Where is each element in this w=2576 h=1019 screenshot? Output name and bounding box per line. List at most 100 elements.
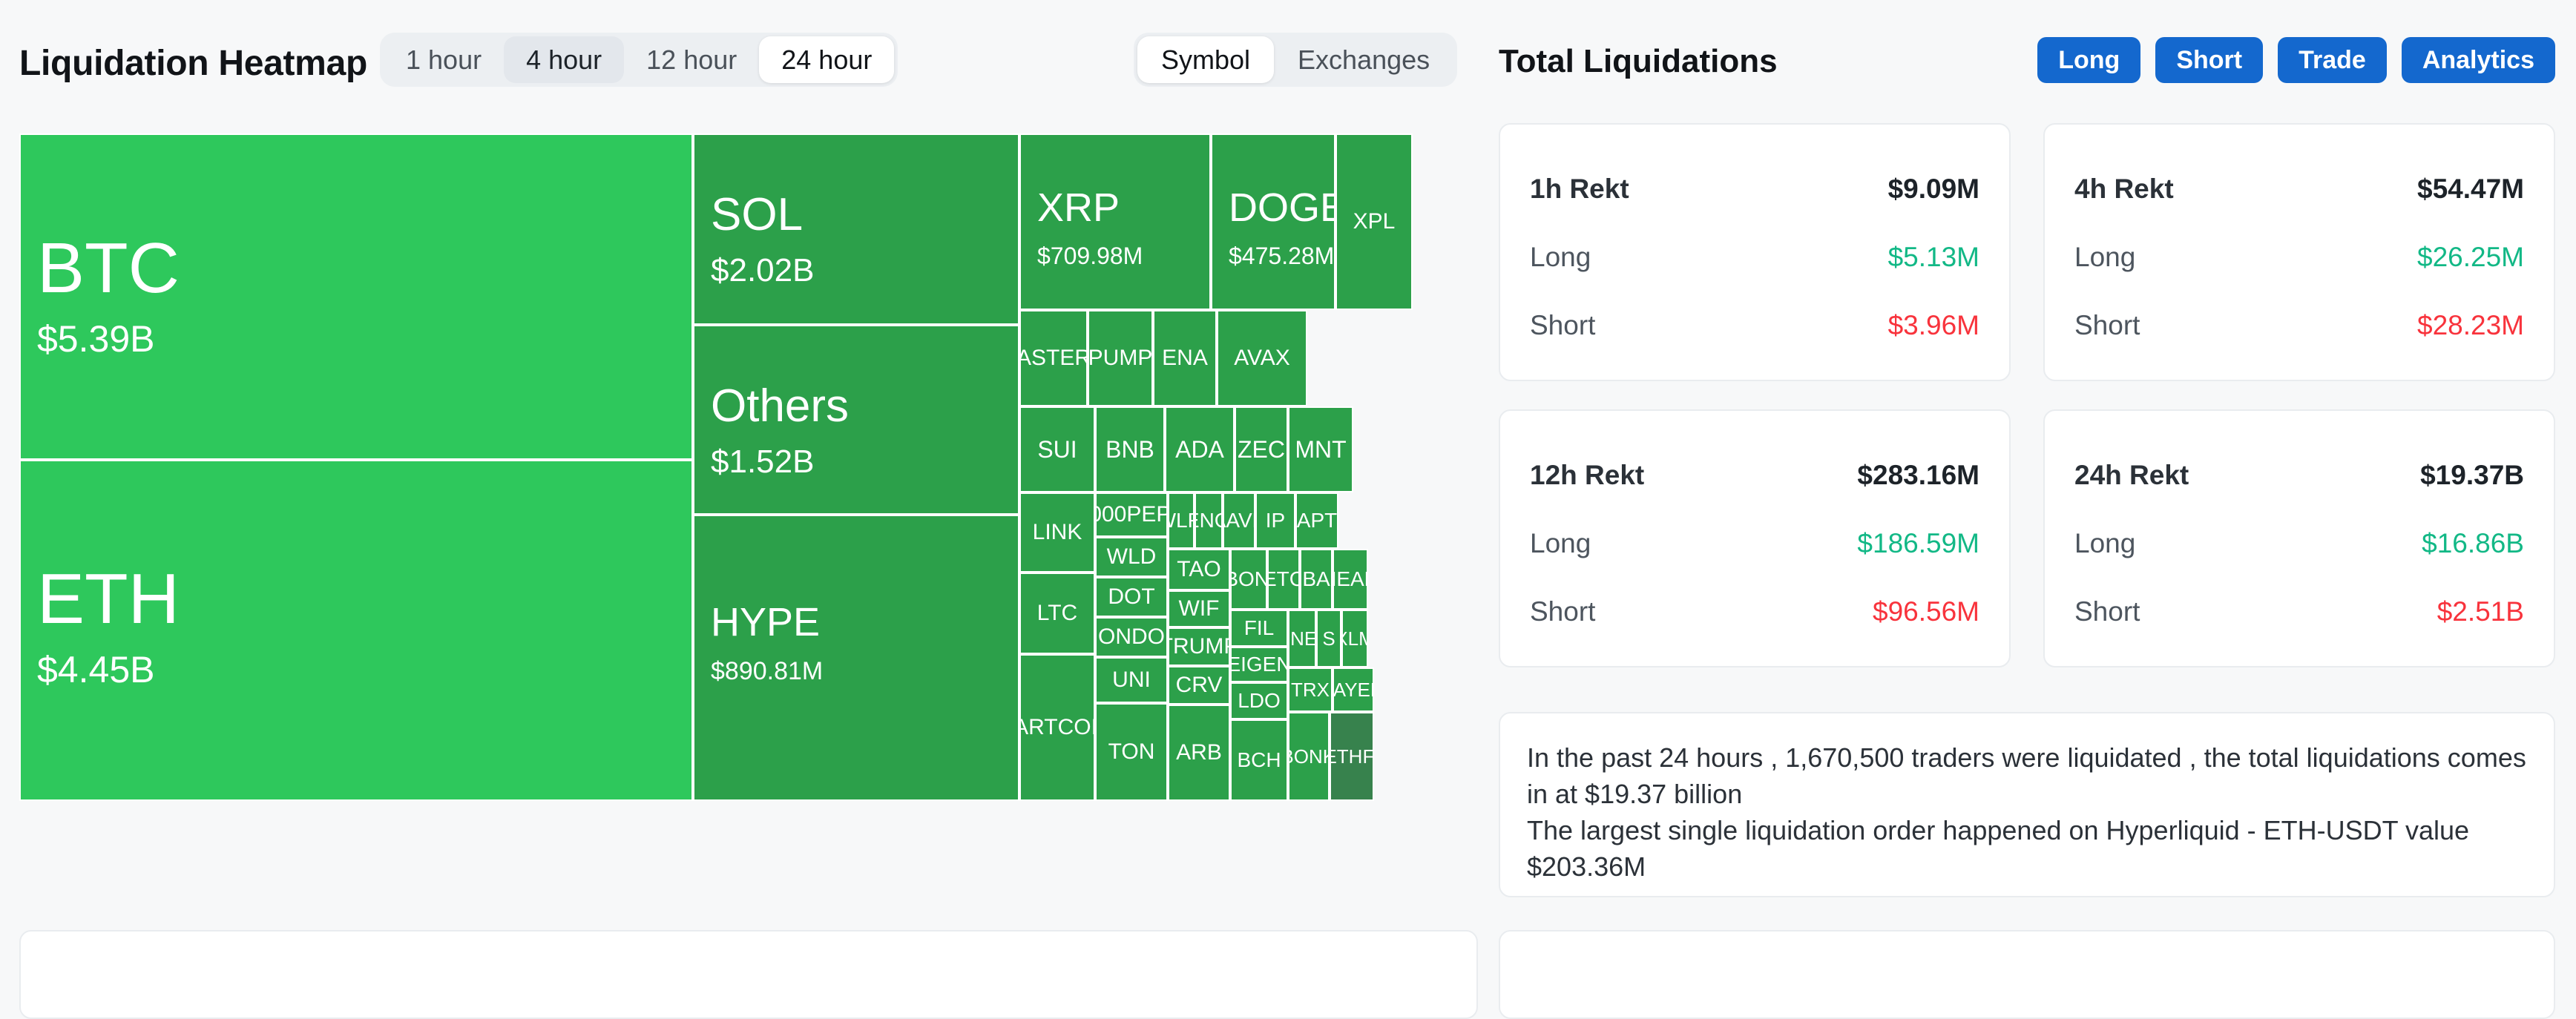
treemap-tile-symbol: LAYER <box>1333 679 1373 701</box>
treemap-tile-zec[interactable]: ZEC <box>1235 406 1288 492</box>
treemap-tile-linea[interactable]: LINEA <box>1288 610 1316 667</box>
stat-card-total: $283.16M <box>1857 460 1979 490</box>
summary-line-2: The largest single liquidation order hap… <box>1527 814 2470 882</box>
timeframe-button-12-hour[interactable]: 12 hour <box>624 36 759 83</box>
timeframe-button-1-hour[interactable]: 1 hour <box>384 36 504 83</box>
treemap-tile-dot[interactable]: DOT <box>1095 577 1168 617</box>
treemap-tile-pump[interactable]: PUMP <box>1088 310 1153 406</box>
treemap-tile-link[interactable]: LINK <box>1019 492 1095 573</box>
total-liquidations-title: Total Liquidations <box>1499 43 1778 79</box>
stat-row: Short $28.23M <box>2074 310 2524 341</box>
timeframe-button-4-hour[interactable]: 4 hour <box>504 36 625 83</box>
treemap-tile-trx[interactable]: TRX <box>1288 667 1333 712</box>
treemap-tile-hbar[interactable]: HBAR <box>1300 549 1333 610</box>
treemap-tile-ondo[interactable]: ONDO <box>1095 617 1168 657</box>
stat-short-value: $28.23M <box>2417 310 2524 340</box>
treemap-tile-etc[interactable]: ETC <box>1267 549 1300 610</box>
treemap-tile-symbol: UNI <box>1112 667 1151 692</box>
treemap-tile-trump[interactable]: TRUMP <box>1168 627 1230 666</box>
treemap-tile-s[interactable]: S <box>1316 610 1341 667</box>
page-header: Liquidation Heatmap 1 hour 4 hour 12 hour 2… <box>0 0 2576 119</box>
treemap-tile-symbol: kBONK <box>1232 567 1266 590</box>
treemap-tile-ltc[interactable]: LTC <box>1019 573 1095 654</box>
treemap-tile-symbol: ADA <box>1175 436 1224 463</box>
treemap-tile-crv[interactable]: CRV <box>1168 666 1230 705</box>
treemap-tile-btc[interactable]: BTC $5.39B <box>19 133 693 460</box>
action-button-short[interactable]: Short <box>2155 37 2264 83</box>
treemap-tile-symbol: NEAR <box>1334 567 1367 590</box>
treemap-tile-wlfi[interactable]: WLFI <box>1168 492 1195 549</box>
treemap-tile-bnb[interactable]: BNB <box>1095 406 1165 492</box>
treemap-tile-arb[interactable]: ARB <box>1168 705 1230 801</box>
timeframe-button-24-hour[interactable]: 24 hour <box>759 36 895 83</box>
action-button-group: Long Short Trade Analytics <box>2037 37 2555 83</box>
stat-short-label: Short <box>1530 310 1596 340</box>
treemap-tile-aave[interactable]: AAVE <box>1223 492 1255 549</box>
treemap-tile-symbol: BCH <box>1237 748 1281 771</box>
treemap-tile-tao[interactable]: TAO <box>1168 549 1230 590</box>
treemap-tile-symbol: LINK <box>1032 520 1082 544</box>
treemap-tile-xrp[interactable]: XRP $709.98M <box>1019 133 1211 310</box>
treemap-tile-value: $5.39B <box>37 318 155 360</box>
stat-card-4h: 4h Rekt $54.47M Long $26.25M Short $28.23M <box>2043 123 2555 381</box>
stat-long-label: Long <box>2074 242 2136 272</box>
stat-card-title: 1h Rekt <box>1530 174 1629 204</box>
treemap-tile-symbol: DOT <box>1108 584 1155 609</box>
treemap-tile-value: $709.98M <box>1037 243 1143 269</box>
treemap-tile-fartcoin[interactable]: FARTCOIN <box>1019 654 1095 801</box>
treemap-tile-mnt[interactable]: MNT <box>1288 406 1353 492</box>
treemap-tile-uni[interactable]: UNI <box>1095 657 1168 703</box>
treemap-tile-symbol: LINEA <box>1289 627 1316 650</box>
view-mode-button-exchanges[interactable]: Exchanges <box>1274 36 1453 83</box>
treemap-tile-apt[interactable]: APT <box>1295 492 1338 549</box>
treemap-tile-symbol: ONDO <box>1098 624 1165 649</box>
stat-row: Long $186.59M <box>1530 528 1979 559</box>
treemap-tile-near[interactable]: NEAR <box>1333 549 1368 610</box>
liquidation-treemap[interactable]: BTC $5.39B ETH $4.45B SOL $2.02B Others $1.52B H… <box>19 133 1478 801</box>
treemap-tile-ton[interactable]: TON <box>1095 703 1168 801</box>
treemap-tile-wif[interactable]: WIF <box>1168 590 1230 627</box>
summary-text: In the past 24 hours , 1,670,500 traders… <box>1527 740 2531 886</box>
treemap-tile-xlm[interactable]: XLM <box>1341 610 1368 667</box>
treemap-tile-others[interactable]: Others $1.52B <box>693 325 1019 515</box>
treemap-tile-ip[interactable]: IP <box>1255 492 1295 549</box>
treemap-tile-kbonk[interactable]: kBONK <box>1230 549 1267 610</box>
treemap-tile-pengu[interactable]: PENGU <box>1195 492 1223 549</box>
timeframe-selector[interactable]: 1 hour 4 hour 12 hour 24 hour <box>380 33 898 87</box>
treemap-tile-ena[interactable]: ENA <box>1153 310 1217 406</box>
below-fold-left-card <box>19 930 1478 1019</box>
view-mode-button-symbol[interactable]: Symbol <box>1137 36 1275 83</box>
view-mode-selector[interactable]: Symbol Exchanges <box>1134 33 1458 87</box>
treemap-tile-ethfi[interactable]: ETHFI <box>1330 712 1374 801</box>
treemap-tile-doge[interactable]: DOGE $475.28M <box>1211 133 1335 310</box>
stat-short-label: Short <box>2074 596 2140 627</box>
treemap-tile-hype[interactable]: HYPE $890.81M <box>693 515 1019 801</box>
treemap-tile-ada[interactable]: ADA <box>1165 406 1235 492</box>
treemap-tile-symbol: XPL <box>1353 209 1396 234</box>
treemap-tile-kbonk2[interactable]: kBONK2 <box>1288 712 1330 801</box>
stat-long-label: Long <box>1530 528 1591 558</box>
treemap-tile-eigen[interactable]: EIGEN <box>1230 647 1288 682</box>
treemap-tile-aster[interactable]: ASTER <box>1019 310 1088 406</box>
treemap-tile-layer[interactable]: LAYER <box>1333 667 1374 712</box>
treemap-tile-1000pepe[interactable]: 1000PEPE <box>1095 492 1168 537</box>
treemap-tile-fil[interactable]: FIL <box>1230 610 1288 647</box>
treemap-tile-sol[interactable]: SOL $2.02B <box>693 133 1019 325</box>
treemap-tile-ldo[interactable]: LDO <box>1230 682 1288 719</box>
action-button-analytics[interactable]: Analytics <box>2401 37 2555 83</box>
treemap-tile-symbol: AVAX <box>1234 346 1290 370</box>
treemap-tile-bch[interactable]: BCH <box>1230 719 1288 801</box>
stat-long-value: $16.86B <box>2422 528 2524 558</box>
treemap-tile-symbol: BNB <box>1105 436 1154 463</box>
action-button-long[interactable]: Long <box>2037 37 2141 83</box>
stat-short-label: Short <box>1530 596 1596 627</box>
treemap-tile-eth[interactable]: ETH $4.45B <box>19 460 693 801</box>
stat-card-total: $54.47M <box>2417 174 2524 204</box>
treemap-tile-wld[interactable]: WLD <box>1095 537 1168 577</box>
action-button-trade[interactable]: Trade <box>2278 37 2387 83</box>
treemap-tile-sui[interactable]: SUI <box>1019 406 1095 492</box>
treemap-tile-avax[interactable]: AVAX <box>1217 310 1307 406</box>
treemap-tile-xpl[interactable]: XPL <box>1335 133 1413 310</box>
stat-short-label: Short <box>2074 310 2140 340</box>
stat-row: Short $2.51B <box>2074 596 2524 627</box>
